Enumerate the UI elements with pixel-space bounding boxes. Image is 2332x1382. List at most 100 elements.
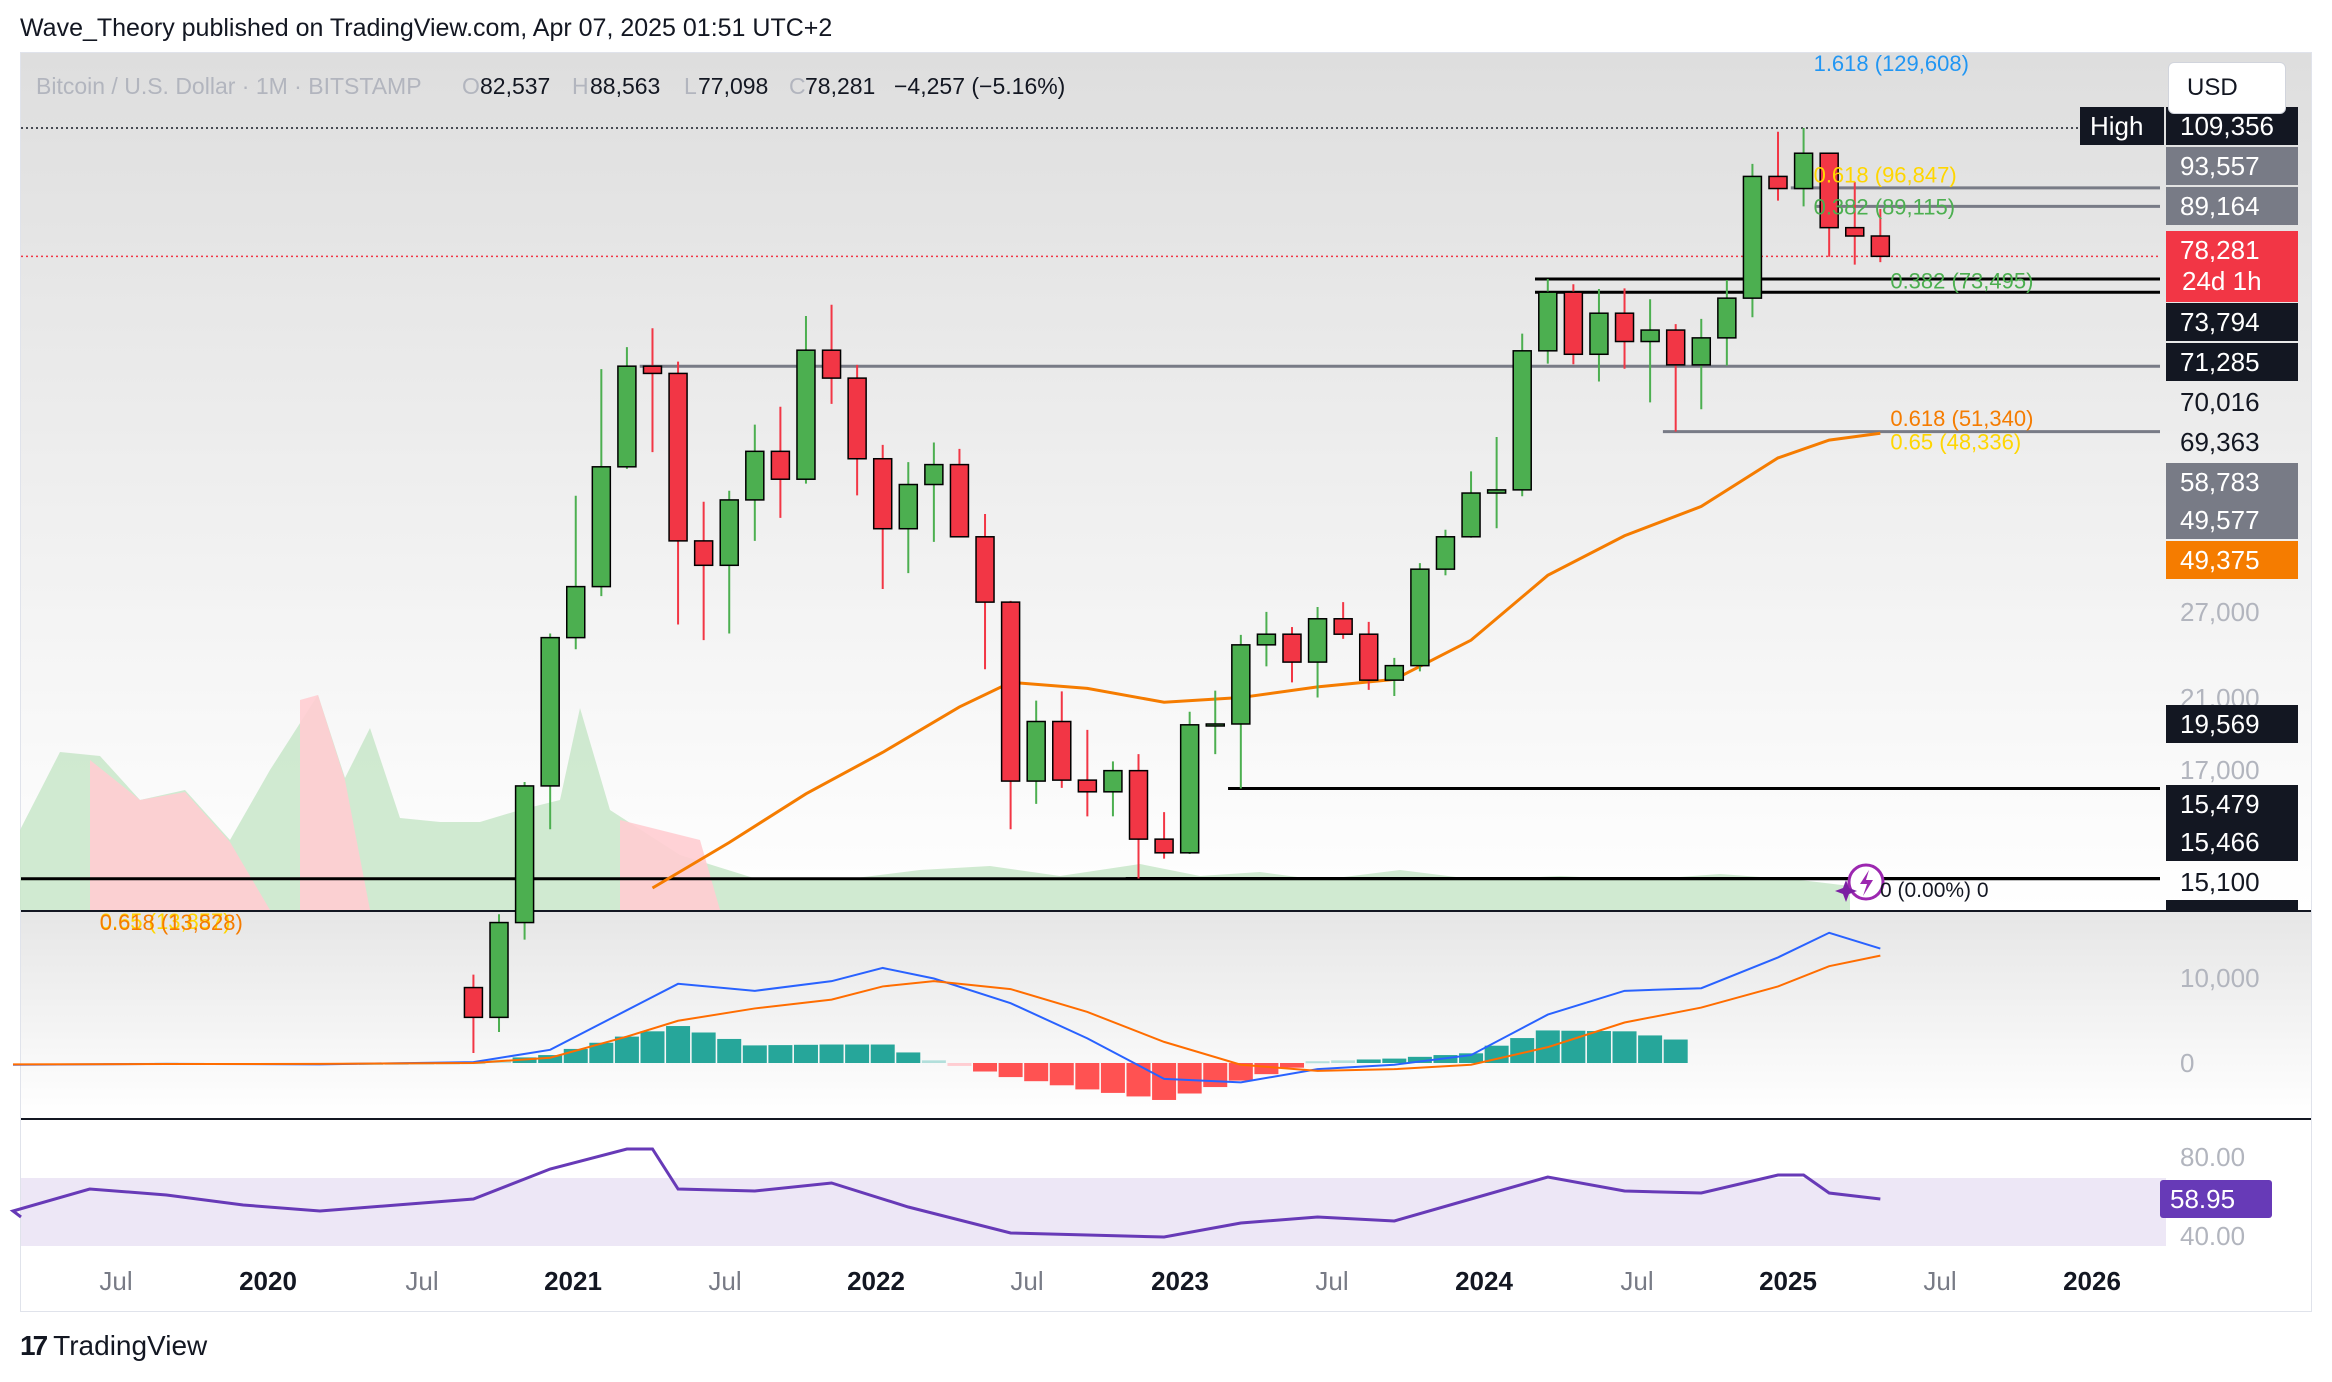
candle-body xyxy=(719,499,739,567)
rsi-indicator: 80.00 40.00 58.95 xyxy=(9,1142,2272,1251)
volume-readout[interactable]: 0 (0.00%) 0 xyxy=(1835,863,1989,902)
candle-body xyxy=(463,986,484,1019)
candle xyxy=(1717,279,1737,366)
symbol-title: Bitcoin / U.S. Dollar · 1M · BITSTAMP xyxy=(36,73,422,99)
price-tag-box xyxy=(2166,541,2298,579)
price-axis-label: 15,100 xyxy=(2180,867,2260,897)
time-axis-label: Jul xyxy=(405,1266,438,1296)
candle xyxy=(1103,761,1123,817)
candle xyxy=(1538,278,1558,364)
candle xyxy=(642,328,663,453)
candle xyxy=(693,501,714,641)
time-axis-label: 2026 xyxy=(2063,1266,2121,1296)
candle-body xyxy=(949,463,970,538)
candle xyxy=(949,448,970,538)
candle-body xyxy=(1691,337,1712,366)
candle-body xyxy=(1154,838,1174,854)
macd-histogram-bar xyxy=(998,1063,1023,1078)
candle-body xyxy=(1717,297,1737,339)
price-axis-label: 19,569 xyxy=(2166,705,2298,743)
candle xyxy=(540,633,560,830)
price-axis-label: 73,794 xyxy=(2166,303,2298,341)
candle-body xyxy=(617,365,637,468)
candle-body xyxy=(1333,618,1353,635)
candle-body xyxy=(1665,329,1686,366)
candle-body xyxy=(693,540,714,567)
macd-histogram-bar xyxy=(947,1063,972,1066)
price-tag-text: 15,100 xyxy=(2180,867,2260,897)
price-tag-text: 70,016 xyxy=(2180,387,2260,417)
candle-body xyxy=(1819,152,1839,229)
macd-histogram-bar xyxy=(691,1032,716,1063)
candle-body xyxy=(642,365,663,375)
price-axis-label: 58,783 xyxy=(2166,463,2298,501)
candle xyxy=(898,462,919,574)
candle-body xyxy=(1077,779,1098,793)
fib-label: 0.618 (51,340) xyxy=(1890,406,2033,431)
sparkle-icon xyxy=(1835,880,1857,902)
macd-histogram-bar xyxy=(1100,1063,1125,1093)
price-axis-label: 49,375 xyxy=(2166,541,2298,579)
candle xyxy=(1819,152,1839,257)
time-axis[interactable]: Jul 2020 Jul 2021 Jul 2022 Jul 2023 Jul 2024 Jul 20… xyxy=(99,1266,2121,1296)
candle-body xyxy=(1128,769,1149,840)
candle xyxy=(719,490,739,634)
candle xyxy=(1589,288,1609,382)
candle-body xyxy=(540,636,560,787)
candle xyxy=(770,406,791,518)
countdown-text: 24d 1h xyxy=(2182,266,2262,296)
time-axis-label: Jul xyxy=(708,1266,741,1296)
candle xyxy=(1486,436,1507,529)
candle-body xyxy=(1538,291,1558,352)
candle-body xyxy=(1742,175,1763,299)
candle-body xyxy=(1512,350,1532,491)
volume-note: 0 (0.00%) 0 xyxy=(1880,879,1989,902)
candle xyxy=(566,495,586,650)
candle-body xyxy=(872,457,893,530)
candle-body xyxy=(1307,618,1328,663)
candle-body xyxy=(1410,568,1430,667)
fib-label: 0.65 (48,336) xyxy=(1890,429,2021,454)
candle-body xyxy=(1256,633,1277,646)
price-axis-label: 93,557 xyxy=(2166,147,2298,185)
macd-histogram-bar xyxy=(1612,1031,1637,1063)
price-tag-text: 89,164 xyxy=(2180,191,2260,221)
time-axis-label: 2025 xyxy=(1759,1266,1817,1296)
candle-body xyxy=(975,536,995,603)
candle xyxy=(591,369,612,597)
candle-body xyxy=(1461,492,1481,538)
high-tag-text: High xyxy=(2090,111,2143,141)
price-tag-text: 109,356 xyxy=(2180,111,2274,141)
candle-body xyxy=(1793,152,1814,190)
macd-histogram-bar xyxy=(614,1036,639,1063)
candle-body xyxy=(1000,601,1021,782)
time-axis-label: Jul xyxy=(1315,1266,1348,1296)
macd-histogram-bar xyxy=(538,1055,563,1063)
currency-button[interactable]: USD xyxy=(2168,62,2286,114)
time-axis-label: Jul xyxy=(1620,1266,1653,1296)
candle-body xyxy=(1358,633,1379,681)
candle xyxy=(1179,711,1200,854)
candle-body xyxy=(591,466,612,588)
macd-histogram-bar xyxy=(1638,1035,1663,1063)
candle-body xyxy=(847,377,867,460)
macd-histogram-bar xyxy=(1331,1060,1356,1063)
price-axis[interactable]: 109,356 93,557 89,164 78,281 73,794 71,285 70,… xyxy=(2080,107,2298,910)
candle-body xyxy=(1768,175,1788,190)
candle-body xyxy=(924,463,944,486)
macd-histogram-bar xyxy=(1254,1063,1279,1075)
tradingview-logo[interactable]: 17 TradingView xyxy=(20,1330,207,1362)
price-tag-text: 27,000 xyxy=(2180,597,2260,627)
high-tag: High xyxy=(2080,107,2164,145)
macd-histogram-bar xyxy=(793,1044,818,1063)
price-axis-label: 17,000 xyxy=(2180,755,2260,785)
price-axis-label: 71,285 xyxy=(2166,343,2298,381)
fib-label: 0.65 (13,857) xyxy=(100,909,231,934)
candle xyxy=(1077,729,1098,817)
candle xyxy=(1768,131,1788,201)
fib-label: 1.618 (129,608) xyxy=(1814,51,1969,76)
price-axis-label: 27,000 xyxy=(2180,597,2260,627)
price-tag-text: 69,363 xyxy=(2180,427,2260,457)
ohlc-readout: O 82,537 H 88,563 L 77,098 C 78,281 −4,2… xyxy=(462,73,1065,99)
